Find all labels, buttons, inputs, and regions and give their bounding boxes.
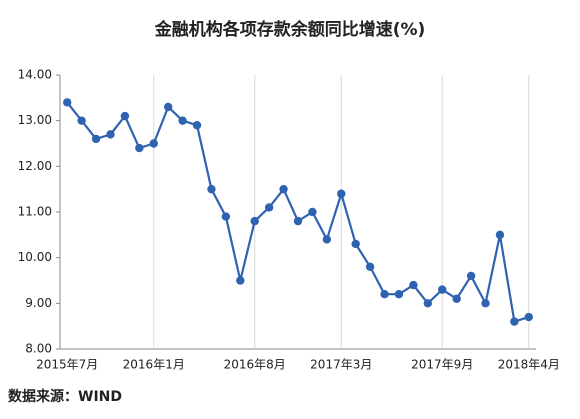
data-point xyxy=(77,116,86,125)
y-tick-label: 13.00 xyxy=(18,113,52,127)
data-point xyxy=(293,216,303,226)
data-point xyxy=(380,290,389,299)
y-tick-label: 10.00 xyxy=(18,250,52,264)
data-point xyxy=(337,189,346,198)
series-line xyxy=(66,101,530,324)
data-point xyxy=(264,203,274,212)
data-point xyxy=(120,111,130,121)
data-point xyxy=(409,280,418,290)
data-point xyxy=(63,98,72,107)
data-point xyxy=(149,139,158,148)
data-point xyxy=(236,276,245,285)
x-tick-label: 2017年9月 xyxy=(411,358,473,372)
data-point xyxy=(308,207,317,217)
x-tick-label: 2018年4月 xyxy=(498,358,560,372)
data-point xyxy=(163,102,173,112)
y-tick-label: 9.00 xyxy=(25,296,52,310)
data-point xyxy=(481,299,490,308)
y-tick-label: 12.00 xyxy=(18,159,52,173)
data-point xyxy=(135,143,144,153)
data-point xyxy=(207,184,216,194)
data-point xyxy=(495,230,505,240)
data-point xyxy=(351,239,360,249)
y-tick-label: 14.00 xyxy=(18,68,52,82)
x-tick-label: 2016年8月 xyxy=(224,358,286,372)
data-point xyxy=(452,294,461,303)
source-note: 数据来源：WIND xyxy=(8,388,122,405)
x-tick-label: 2015年7月 xyxy=(36,358,98,372)
x-tick-label: 2016年1月 xyxy=(123,358,185,372)
data-point xyxy=(394,290,404,299)
y-tick-label: 11.00 xyxy=(18,205,52,219)
data-point xyxy=(221,212,231,221)
data-point xyxy=(466,271,476,281)
y-tick-label: 8.00 xyxy=(25,342,52,356)
data-point xyxy=(365,262,375,271)
data-point xyxy=(322,235,332,244)
chart-title: 金融机构各项存款余额同比增速(%) xyxy=(154,19,426,40)
data-point xyxy=(279,184,288,194)
data-point xyxy=(91,134,101,144)
data-point xyxy=(510,317,519,326)
data-point xyxy=(178,116,187,125)
x-tick-label: 2017年3月 xyxy=(310,358,372,372)
data-point xyxy=(524,312,533,322)
data-point xyxy=(106,130,115,139)
data-point xyxy=(438,285,447,294)
data-point xyxy=(250,216,259,226)
data-point xyxy=(192,121,202,130)
data-point xyxy=(423,299,433,308)
